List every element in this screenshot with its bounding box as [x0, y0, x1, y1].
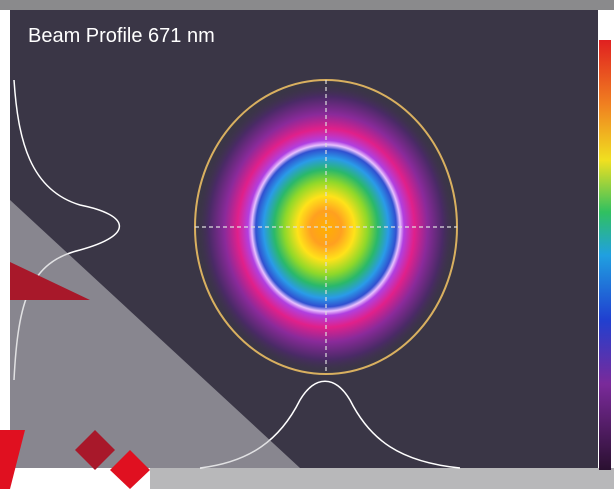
title: Beam Profile 671 nm: [28, 25, 215, 47]
bottom-bar: [150, 468, 614, 489]
top-bar: [0, 0, 614, 10]
beam-profile-screen: Beam Profile 671 nm: [0, 0, 614, 489]
color-scale: [599, 40, 611, 470]
